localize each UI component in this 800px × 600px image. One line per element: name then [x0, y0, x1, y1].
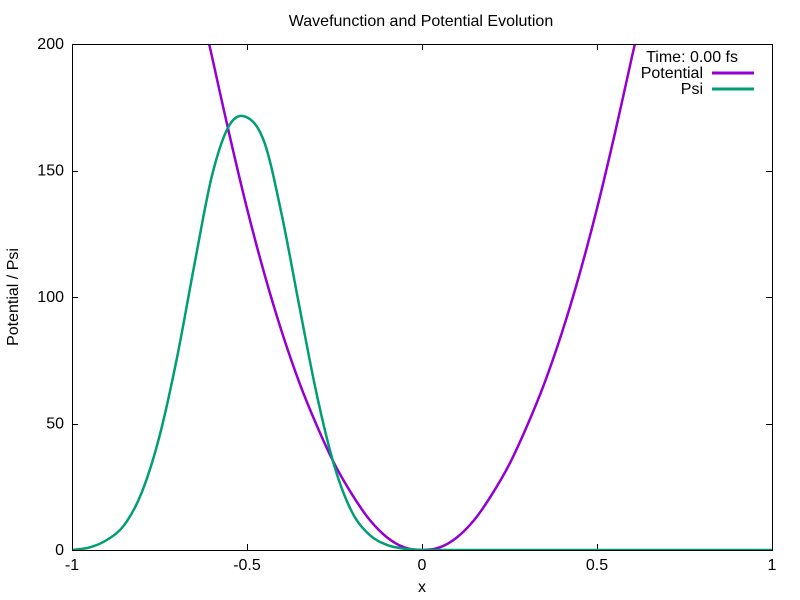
series-line-psi: [72, 114, 772, 550]
x-axis-label: x: [418, 579, 426, 596]
x-tick-label: 0.5: [586, 557, 608, 574]
legend-label-psi: Psi: [681, 81, 703, 98]
x-tick-label: -0.5: [233, 557, 261, 574]
y-tick-label: 100: [37, 289, 64, 306]
y-axis-label: Potential / Psi: [5, 248, 22, 346]
y-tick-label: 150: [37, 163, 64, 180]
time-annotation: Time: 0.00 fs: [646, 49, 738, 66]
data-series: [72, 44, 772, 550]
x-tick-label: 0: [418, 557, 427, 574]
axis-ticks: -1 -0.5 0 0.5 1 0 50 100 150 200: [37, 36, 776, 574]
legend-label-potential: Potential: [641, 65, 703, 82]
chart-title: Wavefunction and Potential Evolution: [289, 13, 553, 30]
legend: Potential Psi: [641, 65, 754, 98]
y-tick-label: 200: [37, 36, 64, 53]
series-line-potential: [207, 44, 637, 550]
y-tick-label: 50: [46, 416, 64, 433]
x-tick-label: -1: [65, 557, 79, 574]
y-tick-label: 0: [55, 542, 64, 559]
x-tick-label: 1: [768, 557, 777, 574]
plot-frame: [72, 44, 773, 551]
